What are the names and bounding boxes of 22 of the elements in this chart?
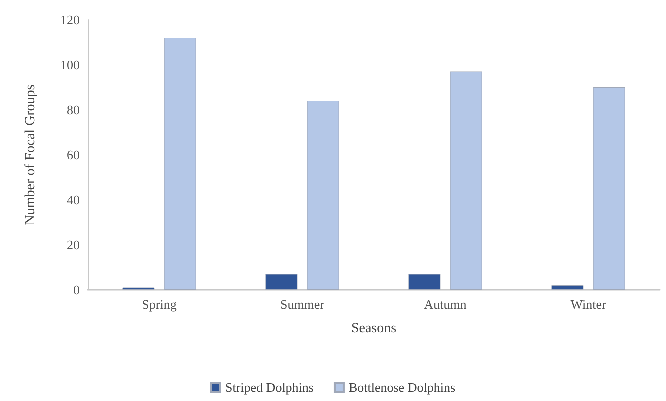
x-tick-label: Summer — [280, 297, 326, 312]
y-axis-title: Number of Focal Groups — [24, 84, 38, 226]
legend-label: Striped Dolphins — [226, 380, 314, 395]
bar — [307, 101, 340, 290]
x-tick-label: Autumn — [424, 297, 468, 312]
y-tick-label: 20 — [67, 238, 80, 252]
bar — [450, 72, 482, 290]
y-tick-label: 120 — [60, 12, 80, 28]
bar — [552, 286, 584, 290]
legend-label: Bottlenose Dolphins — [348, 380, 456, 395]
y-tick-label: 60 — [67, 148, 80, 162]
y-tick-label: 40 — [67, 192, 80, 208]
bar — [593, 88, 626, 290]
y-tick-label: 80 — [67, 102, 80, 118]
bar — [408, 274, 441, 290]
bar — [164, 38, 196, 290]
y-tick-label: 100 — [60, 58, 80, 72]
bar — [266, 274, 298, 290]
x-axis-title: Seasons — [351, 322, 397, 336]
x-tick-label: Winter — [570, 297, 607, 312]
x-tick-label: Spring — [142, 297, 178, 312]
y-tick-label: 0 — [74, 282, 80, 298]
